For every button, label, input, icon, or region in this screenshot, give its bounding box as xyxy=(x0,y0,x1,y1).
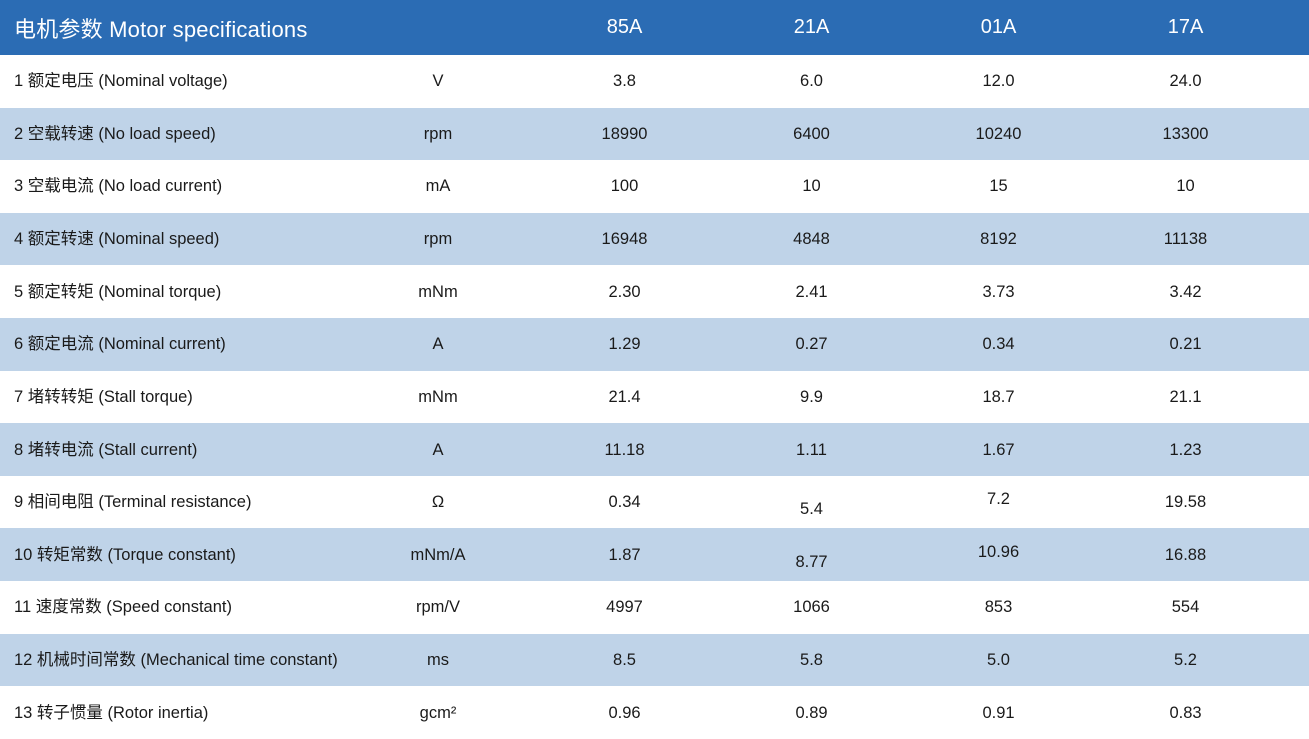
cell-value: 1.67 xyxy=(982,440,1015,459)
row-label: 4 额定转速 (Nominal speed) xyxy=(14,230,220,249)
row-unit: Ω xyxy=(431,493,445,512)
row-unit: ms xyxy=(427,650,449,669)
cell-value: 853 xyxy=(984,598,1013,617)
cell-value: 10240 xyxy=(975,124,1022,143)
cell-value: 3.73 xyxy=(982,282,1015,301)
cell-value: 21.1 xyxy=(1169,387,1202,406)
cell-value: 2.41 xyxy=(795,282,828,301)
cell-value: 10 xyxy=(1176,177,1195,196)
table-row: 5 额定转矩 (Nominal torque) mNm 2.30 2.41 3.… xyxy=(0,265,1309,319)
table-row: 13 转子惯量 (Rotor inertia) gcm² 0.96 0.89 0… xyxy=(0,686,1309,739)
cell-value: 0.27 xyxy=(795,335,828,354)
row-unit: mNm/A xyxy=(410,545,466,564)
cell-value: 9.9 xyxy=(800,387,823,406)
row-unit: rpm xyxy=(423,124,453,143)
cell-value: 16948 xyxy=(601,230,648,249)
cell-value: 0.34 xyxy=(982,335,1015,354)
cell-value: 3.8 xyxy=(613,72,636,91)
cell-value: 6400 xyxy=(793,124,830,143)
cell-value: 4848 xyxy=(793,230,830,249)
row-label: 12 机械时间常数 (Mechanical time constant) xyxy=(14,650,338,669)
cell-value: 10.96 xyxy=(977,542,1020,561)
row-unit: V xyxy=(432,72,444,91)
cell-value: 0.83 xyxy=(1169,703,1202,722)
row-label: 10 转矩常数 (Torque constant) xyxy=(14,545,236,564)
row-unit: A xyxy=(432,335,444,354)
row-unit: rpm xyxy=(423,230,453,249)
table-row: 7 堵转转矩 (Stall torque) mNm 21.4 9.9 18.7 … xyxy=(0,370,1309,424)
cell-value: 3.42 xyxy=(1169,282,1202,301)
cell-value: 18990 xyxy=(601,124,648,143)
row-label: 9 相间电阻 (Terminal resistance) xyxy=(14,493,252,512)
table-row: 6 额定电流 (Nominal current) A 1.29 0.27 0.3… xyxy=(0,318,1309,371)
cell-value: 5.4 xyxy=(800,500,823,519)
cell-value: 24.0 xyxy=(1169,72,1202,91)
row-label: 7 堵转转矩 (Stall torque) xyxy=(14,387,193,406)
table-row: 11 速度常数 (Speed constant) rpm/V 4997 1066… xyxy=(0,581,1309,634)
column-header-17a: 17A xyxy=(1167,16,1204,38)
cell-value: 1066 xyxy=(793,598,830,617)
row-label: 1 额定电压 (Nominal voltage) xyxy=(14,72,228,91)
cell-value: 1.23 xyxy=(1169,440,1202,459)
row-unit: rpm/V xyxy=(415,598,460,617)
cell-value: 0.96 xyxy=(608,703,641,722)
cell-value: 7.2 xyxy=(987,490,1010,509)
row-label: 5 额定转矩 (Nominal torque) xyxy=(14,282,222,301)
cell-value: 1.87 xyxy=(608,545,641,564)
cell-value: 1.11 xyxy=(796,440,827,459)
cell-value: 0.34 xyxy=(608,493,641,512)
cell-value: 8192 xyxy=(980,230,1017,249)
cell-value: 19.58 xyxy=(1164,493,1207,512)
cell-value: 6.0 xyxy=(800,72,823,91)
column-header-01a: 01A xyxy=(980,16,1017,38)
row-unit: mNm xyxy=(418,282,458,301)
row-unit: A xyxy=(432,440,444,459)
table-row: 12 机械时间常数 (Mechanical time constant) ms … xyxy=(0,633,1309,687)
table-row: 9 相间电阻 (Terminal resistance) Ω 0.34 5.4 … xyxy=(0,475,1309,529)
cell-value: 11.18 xyxy=(604,440,645,459)
row-label: 11 速度常数 (Speed constant) xyxy=(14,598,232,617)
row-label: 2 空载转速 (No load speed) xyxy=(14,124,216,143)
cell-value: 1.29 xyxy=(608,335,641,354)
cell-value: 5.2 xyxy=(1174,650,1197,669)
cell-value: 8.77 xyxy=(795,552,828,571)
cell-value: 11138 xyxy=(1163,230,1208,249)
table-row: 4 额定转速 (Nominal speed) rpm 16948 4848 81… xyxy=(0,212,1309,266)
row-label: 6 额定电流 (Nominal current) xyxy=(14,335,226,354)
cell-value: 4997 xyxy=(606,598,643,617)
table-row: 1 额定电压 (Nominal voltage) V 3.8 6.0 12.0 … xyxy=(0,55,1309,108)
row-label: 8 堵转电流 (Stall current) xyxy=(14,440,198,459)
cell-value: 0.91 xyxy=(982,703,1015,722)
cell-value: 10 xyxy=(802,177,821,196)
row-unit: gcm² xyxy=(419,703,457,722)
table-header-row: 电机参数 Motor specifications 85A 21A 01A 17… xyxy=(0,0,1309,55)
cell-value: 0.21 xyxy=(1169,335,1202,354)
column-header-85a: 85A xyxy=(606,16,643,38)
row-unit: mA xyxy=(425,177,451,196)
cell-value: 15 xyxy=(989,177,1008,196)
table-row: 10 转矩常数 (Torque constant) mNm/A 1.87 8.7… xyxy=(0,528,1309,582)
cell-value: 554 xyxy=(1171,598,1200,617)
cell-value: 0.89 xyxy=(795,703,828,722)
cell-value: 2.30 xyxy=(608,282,641,301)
row-unit: mNm xyxy=(418,387,458,406)
cell-value: 5.0 xyxy=(987,650,1010,669)
column-header-21a: 21A xyxy=(793,16,830,38)
table-row: 3 空载电流 (No load current) mA 100 10 15 10 xyxy=(0,160,1309,213)
table-row: 8 堵转电流 (Stall current) A 11.18 1.11 1.67… xyxy=(0,423,1309,476)
cell-value: 21.4 xyxy=(608,387,641,406)
cell-value: 16.88 xyxy=(1164,545,1207,564)
cell-value: 13300 xyxy=(1162,124,1209,143)
cell-value: 18.7 xyxy=(982,387,1015,406)
cell-value: 100 xyxy=(610,177,639,196)
table-title: 电机参数 Motor specifications xyxy=(14,16,308,42)
row-label: 13 转子惯量 (Rotor inertia) xyxy=(14,703,209,722)
table-row: 2 空载转速 (No load speed) rpm 18990 6400 10… xyxy=(0,107,1309,161)
cell-value: 5.8 xyxy=(800,650,823,669)
row-label: 3 空载电流 (No load current) xyxy=(14,177,223,196)
cell-value: 12.0 xyxy=(982,72,1015,91)
cell-value: 8.5 xyxy=(613,650,636,669)
